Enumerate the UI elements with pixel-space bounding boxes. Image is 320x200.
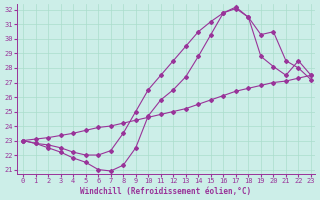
X-axis label: Windchill (Refroidissement éolien,°C): Windchill (Refroidissement éolien,°C) bbox=[80, 187, 251, 196]
